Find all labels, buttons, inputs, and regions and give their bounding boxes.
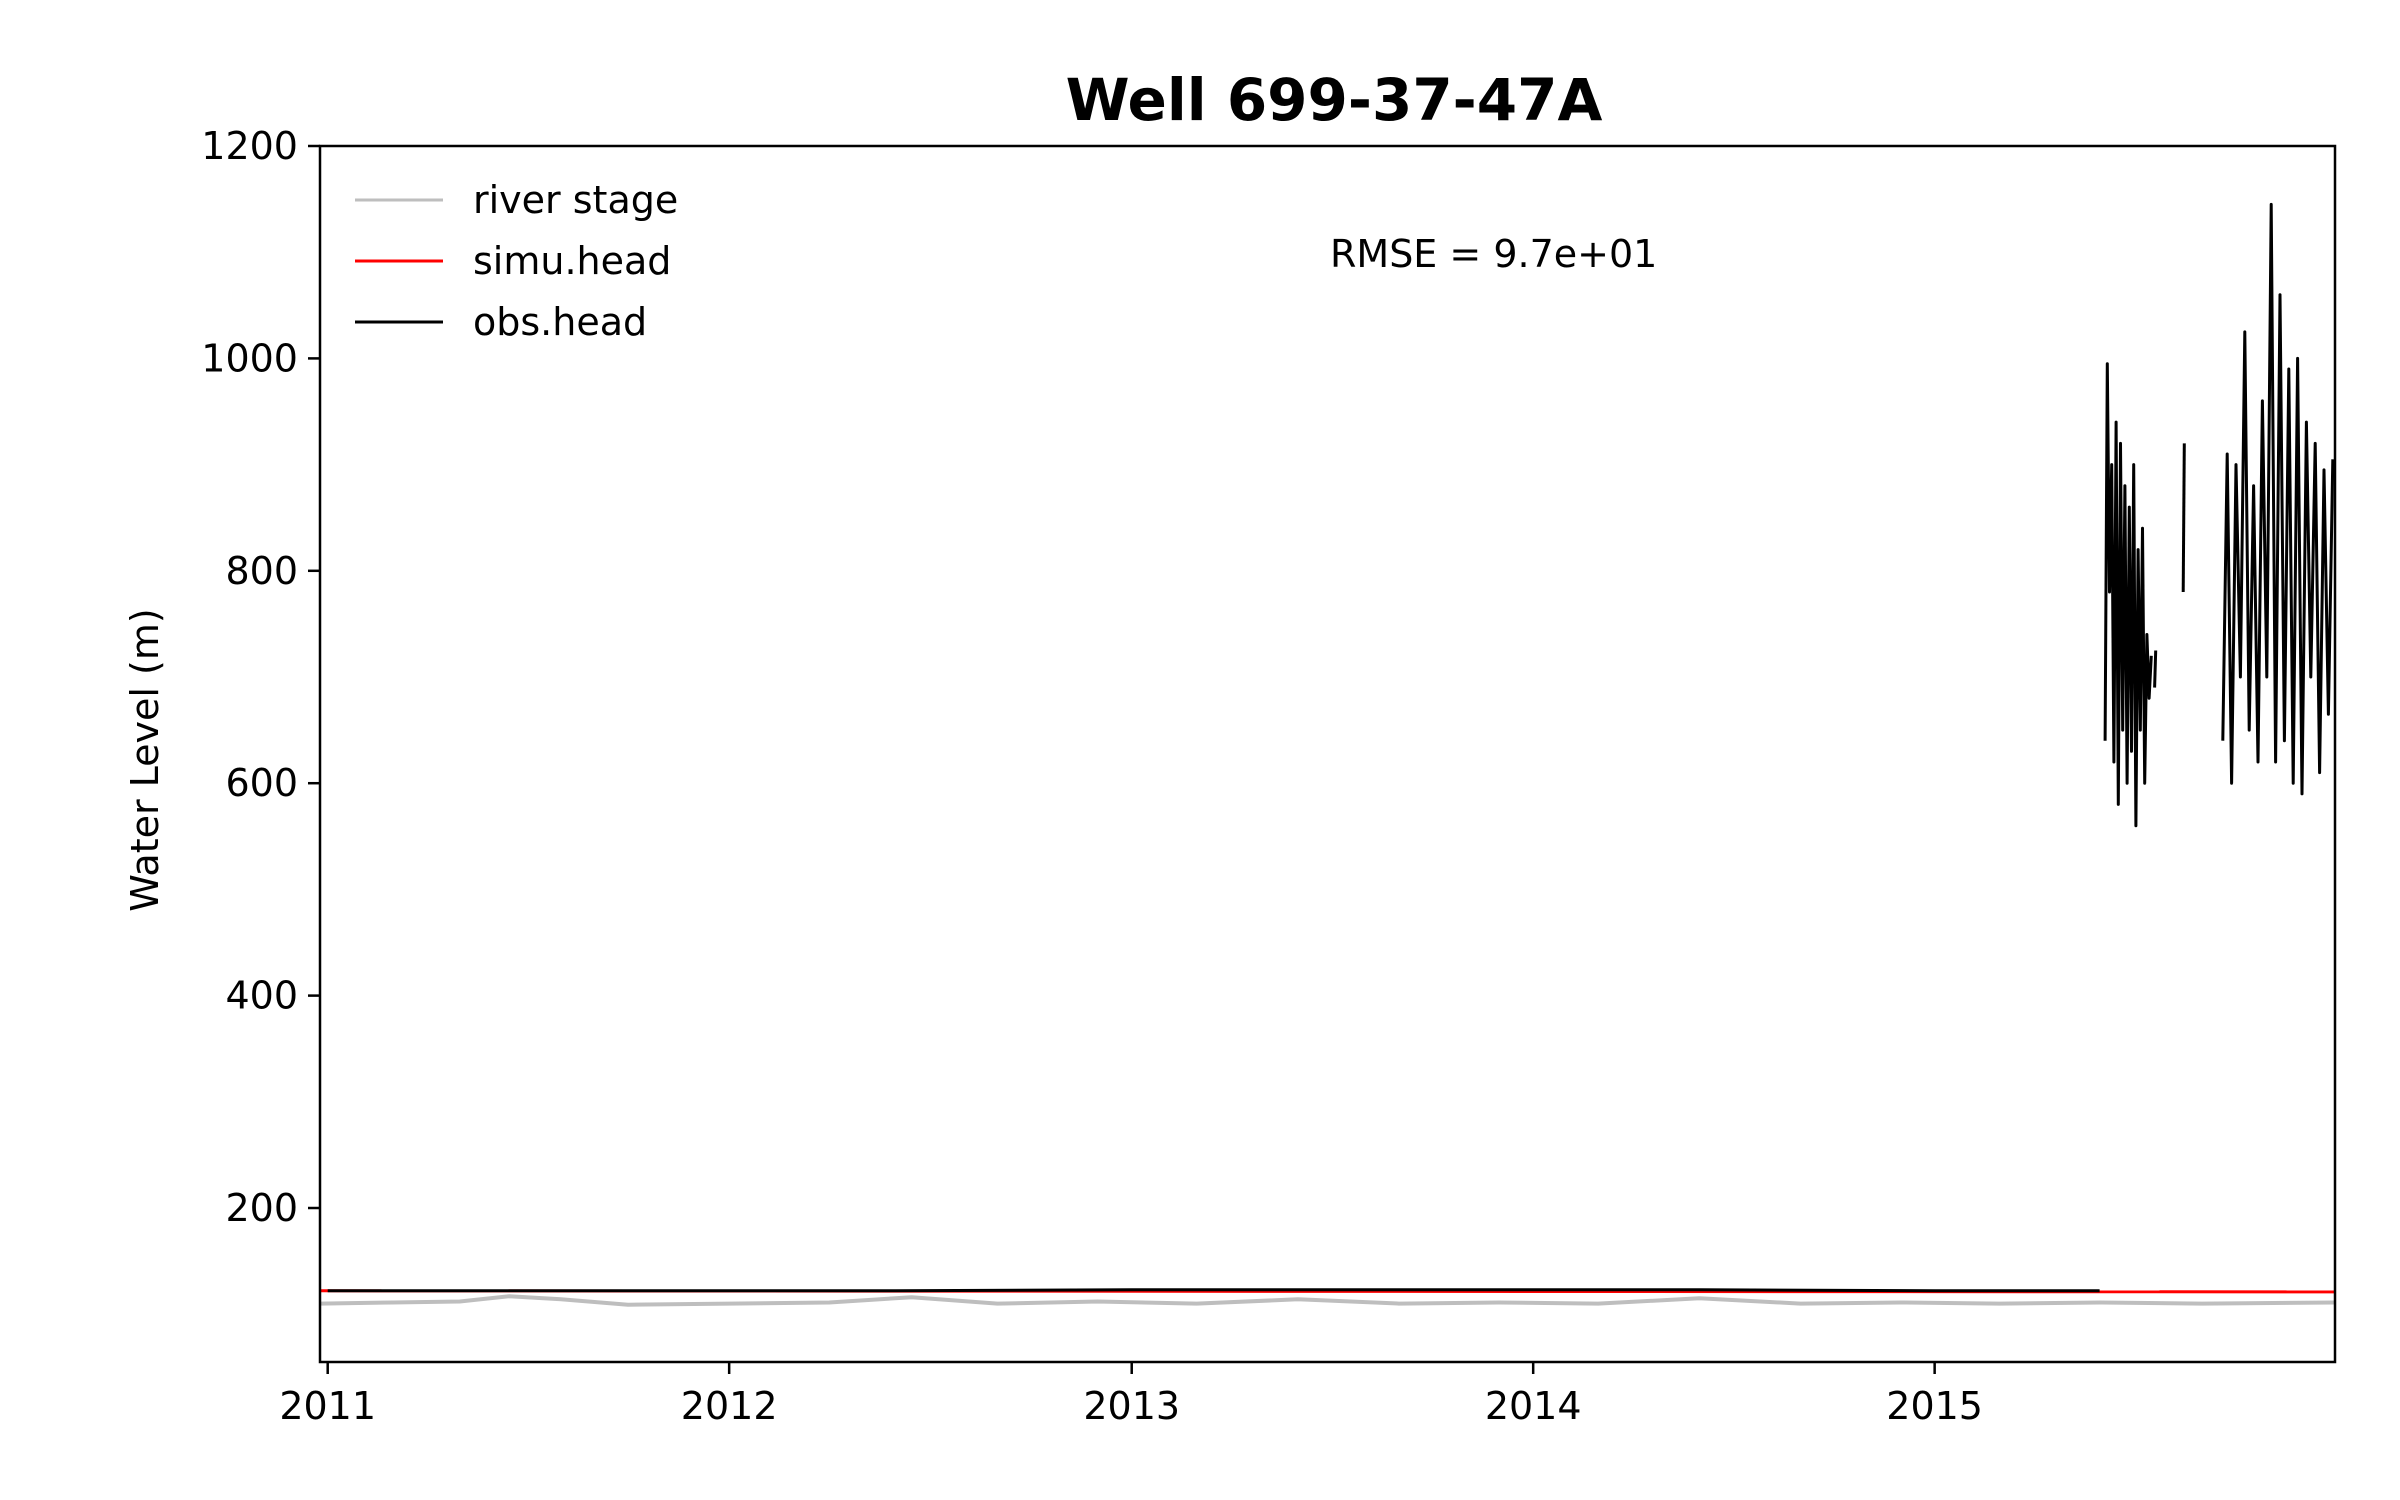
y-tick-label-5: 1200	[201, 124, 298, 168]
x-tick-label-0: 2011	[279, 1384, 376, 1428]
legend: river stage simu.head obs.head	[355, 178, 678, 344]
axes-layer: 200 400 600 800 1000 1200 2011 2012 2013 2014 2015	[201, 124, 2337, 1428]
series-layer	[319, 202, 2336, 1307]
legend-label-0: river stage	[473, 178, 678, 222]
chart-title: Well 699-37-47A	[1066, 66, 1603, 134]
y-tick-label-3: 800	[225, 549, 298, 593]
plot-frame	[318, 144, 2337, 1364]
y-tick-label-1: 400	[225, 974, 298, 1018]
legend-label-1: simu.head	[473, 239, 671, 283]
series-2-line-2	[2153, 650, 2158, 688]
legend-label-2: obs.head	[473, 300, 647, 344]
x-tick-label-3: 2014	[1485, 1384, 1582, 1428]
rmse-annotation: RMSE = 9.7e+01	[1330, 232, 1657, 276]
series-0-line-0	[319, 1294, 2336, 1307]
series-2-line-4	[2221, 202, 2335, 796]
y-tick-label-0: 200	[225, 1186, 298, 1230]
series-0	[319, 1294, 2336, 1307]
x-tick-label-4: 2015	[1886, 1384, 1983, 1428]
y-axis-label: Water Level (m)	[123, 608, 167, 911]
series-2	[327, 202, 2335, 1293]
y-tick-label-4: 1000	[201, 336, 298, 380]
y-tick-label-2: 600	[225, 761, 298, 805]
series-2-line-0	[327, 1288, 2100, 1293]
series-2-line-1	[2103, 362, 2153, 828]
series-2-line-3	[2181, 443, 2186, 593]
x-tick-label-2: 2013	[1083, 1384, 1180, 1428]
x-tick-label-1: 2012	[681, 1384, 778, 1428]
